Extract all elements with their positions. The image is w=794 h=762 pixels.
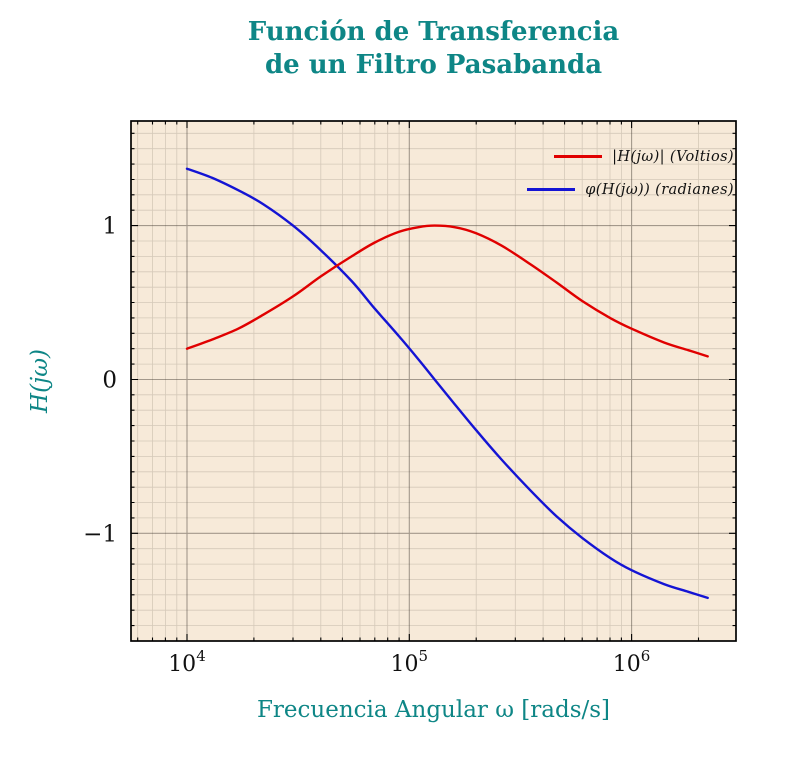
- legend: |H(jω)| (Voltios) φ(H(jω)) (radianes): [527, 141, 734, 205]
- legend-line-phase: [527, 188, 576, 191]
- legend-label-phase: φ(H(jω)) (radianes): [585, 181, 734, 198]
- x-tick-label: 105: [390, 647, 428, 677]
- phase-curve: [185, 167, 709, 600]
- legend-item-phase: φ(H(jω)) (radianes): [527, 174, 734, 205]
- x-tick-label: 106: [613, 647, 651, 677]
- x-tick-label: 104: [168, 647, 206, 677]
- plot-background: [131, 121, 736, 641]
- legend-line-magnitude: [554, 155, 603, 158]
- x-tick-labels: 104 105 106: [168, 647, 650, 677]
- grid-major: [131, 121, 736, 641]
- chart-title: Función de Transferencia de un Filtro Pa…: [131, 16, 736, 82]
- y-tick-label: −1: [83, 521, 117, 547]
- magnitude-curve: [185, 224, 709, 358]
- y-tick-label: 1: [102, 214, 117, 240]
- grid-minor: [131, 121, 736, 641]
- legend-item-magnitude: |H(jω)| (Voltios): [554, 141, 734, 172]
- grid: [131, 121, 736, 641]
- y-axis-label: H(jω): [27, 349, 53, 413]
- y-tick-labels: 1 0 −1: [83, 214, 117, 548]
- chart-title-line1: Función de Transferencia: [247, 17, 620, 47]
- plot-frame: [130, 120, 737, 642]
- x-axis-label: Frecuencia Angular ω [rads/s]: [256, 697, 611, 723]
- axis-ticks: [131, 121, 736, 641]
- curves: [185, 167, 709, 600]
- chart-title-line2: de un Filtro Pasabanda: [264, 50, 603, 80]
- legend-label-magnitude: |H(jω)| (Voltios): [612, 148, 734, 165]
- y-tick-label: 0: [102, 367, 117, 393]
